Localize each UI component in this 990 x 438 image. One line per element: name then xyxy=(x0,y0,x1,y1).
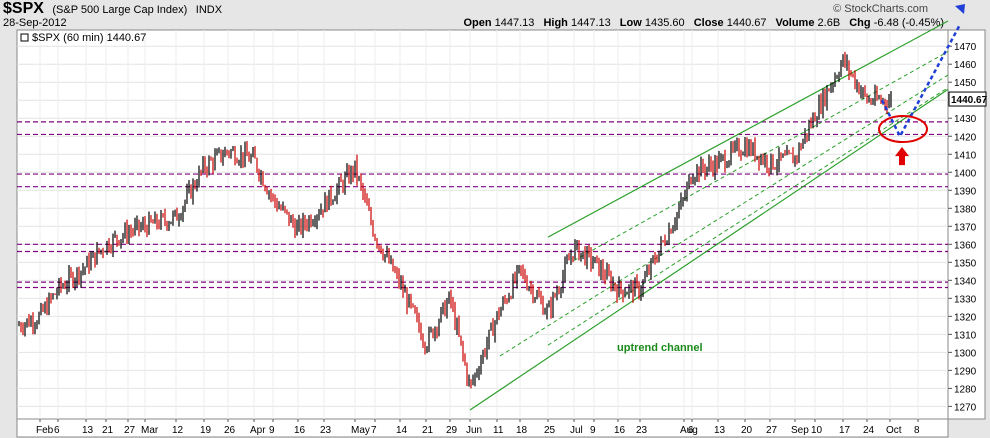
y-tick-label: 1320 xyxy=(954,312,977,323)
y-tick-label: 1410 xyxy=(954,150,977,161)
x-tick-label: 27 xyxy=(124,425,136,436)
x-tick-label: 9 xyxy=(590,425,596,436)
x-axis-area xyxy=(16,418,949,438)
x-tick-label: May xyxy=(351,425,370,436)
open-label: Open xyxy=(463,17,492,29)
uptrend-channel-label: uptrend channel xyxy=(617,342,703,354)
x-tick-label: 17 xyxy=(839,425,851,436)
annotations: 1440.67 xyxy=(878,4,988,166)
x-tick-label: Mar xyxy=(141,425,159,436)
y-tick-label: 1270 xyxy=(954,402,977,413)
y-tick-label: 1400 xyxy=(954,168,977,179)
index-description: (S&P 500 Large Cap Index) xyxy=(52,4,188,16)
highlight-circle xyxy=(878,115,928,144)
x-tick-label: Feb xyxy=(36,425,54,436)
x-tick-label: 12 xyxy=(172,425,184,436)
chart-date: 28-Sep-2012 xyxy=(3,17,67,29)
y-tick-label: 1360 xyxy=(954,240,977,251)
x-tick-label: 21 xyxy=(102,425,114,436)
price-bars xyxy=(18,51,892,389)
exchange-label: INDX xyxy=(195,4,223,16)
x-tick-label: 20 xyxy=(741,425,753,436)
x-tick-label: Apr xyxy=(250,425,266,436)
legend-label: $SPX (60 min) 1440.67 xyxy=(32,32,146,44)
projection-arrowhead xyxy=(955,4,965,14)
x-tick-label: Jun xyxy=(466,425,482,436)
high-label: High xyxy=(543,17,568,29)
x-tick-label: 16 xyxy=(294,425,306,436)
ohlc-readout: Open 1447.13 High 1447.13 Low 1435.60 Cl… xyxy=(463,17,950,29)
channel-lower-line xyxy=(469,88,949,411)
x-tick-label: 25 xyxy=(544,425,556,436)
y-tick-label: 1310 xyxy=(954,330,977,341)
y-tick-label: 1290 xyxy=(954,366,977,377)
x-tick-label: 23 xyxy=(636,425,648,436)
x-tick-label: Jul xyxy=(570,425,583,436)
horizontal-support-lines xyxy=(17,121,948,289)
y-tick-label: 1340 xyxy=(954,276,977,287)
x-tick-label: 6 xyxy=(688,425,694,436)
y-tick-label: 1380 xyxy=(954,204,977,215)
channel-inner-lower xyxy=(547,87,949,346)
uptrend-channel xyxy=(469,20,949,411)
x-tick-label: 9 xyxy=(269,425,275,436)
low-value: 1435.60 xyxy=(644,17,685,29)
chg-value: -6.48 (-0.45%) xyxy=(873,17,944,29)
y-tick-label: 1420 xyxy=(954,132,977,143)
chg-label: Chg xyxy=(849,17,871,29)
x-tick-label: Sep xyxy=(791,425,809,436)
y-tick-label: 1330 xyxy=(954,294,977,305)
x-tick-label: 21 xyxy=(422,425,434,436)
symbol-label: $SPX xyxy=(3,0,44,17)
y-tick-label: 1470 xyxy=(954,42,977,53)
gridlines xyxy=(17,30,948,419)
x-tick-label: 23 xyxy=(320,425,332,436)
x-tick-label: 6 xyxy=(54,425,60,436)
y-tick-label: 1460 xyxy=(954,60,977,71)
high-value: 1447.13 xyxy=(570,17,611,29)
close-value: 1440.67 xyxy=(726,17,767,29)
x-tick-label: Aug xyxy=(680,425,698,436)
up-arrow xyxy=(895,147,909,166)
x-tick-label: 16 xyxy=(614,425,626,436)
volume-label: Volume xyxy=(775,17,815,29)
legend-swatch xyxy=(20,33,29,42)
x-tick-label: 10 xyxy=(811,425,823,436)
price-tag-label: 1440.67 xyxy=(951,95,988,106)
brand-watermark: © StockCharts.com xyxy=(833,3,928,15)
x-tick-label: 29 xyxy=(446,425,458,436)
y-tick-label: 1300 xyxy=(954,348,977,359)
y-tick-label: 1390 xyxy=(954,186,977,197)
price-tag-box xyxy=(948,91,987,107)
open-value: 1447.13 xyxy=(494,17,535,29)
channel-inner-upper xyxy=(573,51,949,261)
x-tick-label: 26 xyxy=(224,425,236,436)
y-tick-label: 1350 xyxy=(954,258,977,269)
x-tick-label: Oct xyxy=(886,425,902,436)
x-tick-label: 24 xyxy=(863,425,875,436)
x-tick-label: 11 xyxy=(493,425,504,436)
close-label: Close xyxy=(693,17,724,29)
y-tick-label: 1430 xyxy=(954,114,977,125)
x-tick-label: 13 xyxy=(714,425,726,436)
x-tick-label: 13 xyxy=(82,425,94,436)
x-tick-label: 19 xyxy=(200,425,212,436)
low-label: Low xyxy=(619,17,642,29)
y-axis-ticks: 1270 1280 1290 1300 1310 1320 1330 1340 1350 1360… xyxy=(948,42,977,413)
x-tick-label: 27 xyxy=(766,425,778,436)
y-tick-label: 1280 xyxy=(954,384,977,395)
x-tick-label: 8 xyxy=(914,425,920,436)
x-tick-label: 18 xyxy=(516,425,528,436)
chart-title-row: $SPX (S&P 500 Large Cap Index) INDX xyxy=(3,0,222,20)
y-tick-label: 1450 xyxy=(954,78,977,89)
channel-upper-line xyxy=(547,20,949,238)
x-tick-label: 14 xyxy=(396,425,408,436)
y-tick-label: 1370 xyxy=(954,222,977,233)
x-tick-label: 7 xyxy=(371,425,377,436)
x-axis-ticks: Feb 6 13 21 27 Mar 12 19 26 Apr 9 16 23 May 7 14 21 29 Jun… xyxy=(36,419,920,436)
volume-value: 2.6B xyxy=(817,17,841,29)
